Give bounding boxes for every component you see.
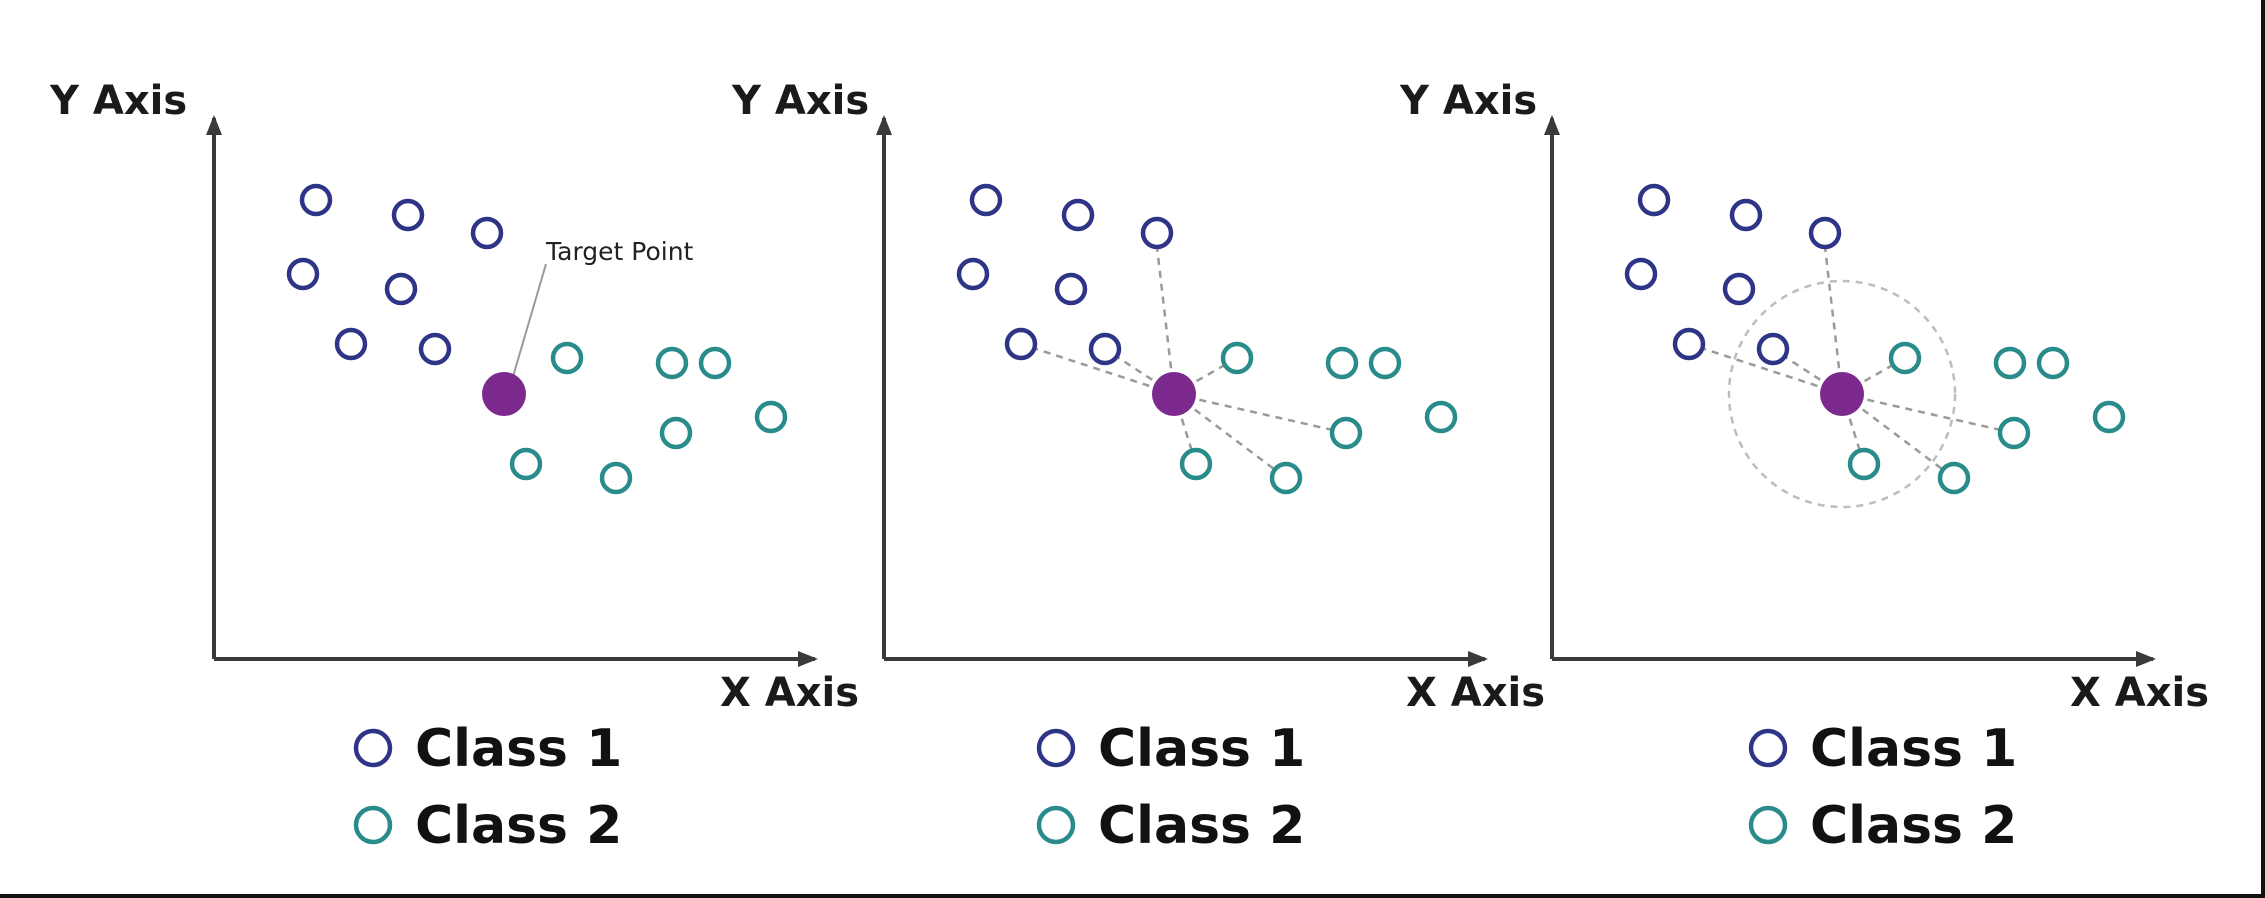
- class2-point: [509, 447, 543, 481]
- class1-legend-icon: [353, 728, 393, 768]
- class2-points: [1847, 341, 2126, 495]
- class1-points: [1624, 183, 1842, 366]
- target-point: [1820, 372, 1864, 416]
- legend: Class 1 Class 2: [1036, 719, 1305, 856]
- class2-point: [655, 346, 689, 380]
- class1-legend-icon: [1036, 728, 1076, 768]
- class2-point: [1424, 400, 1458, 434]
- class2-legend-label: Class 2: [1098, 796, 1305, 856]
- class1-points: [286, 183, 504, 366]
- class2-point: [698, 346, 732, 380]
- target-point: [1152, 372, 1196, 416]
- class1-point: [956, 257, 990, 291]
- class2-legend-icon: [1036, 805, 1076, 845]
- class2-point: [659, 416, 693, 450]
- class2-point: [599, 461, 633, 495]
- panel-2: Y Axis X Axis: [731, 78, 1545, 856]
- class1-point: [470, 216, 504, 250]
- class1-point: [391, 198, 425, 232]
- class1-legend-icon: [1748, 728, 1788, 768]
- class2-point: [1329, 416, 1363, 450]
- class1-point: [334, 327, 368, 361]
- class1-point: [1088, 332, 1122, 366]
- class2-legend-icon: [353, 805, 393, 845]
- class2-point: [1847, 447, 1881, 481]
- y-axis-label: Y Axis: [731, 78, 869, 124]
- class1-point: [1808, 216, 1842, 250]
- class1-point: [1054, 272, 1088, 306]
- annotation-leader-line: [511, 263, 547, 381]
- class2-point: [1179, 447, 1213, 481]
- x-axis-label: X Axis: [1406, 670, 1545, 716]
- y-axis-label: Y Axis: [1399, 78, 1537, 124]
- class2-point: [1993, 346, 2027, 380]
- class1-point: [1722, 272, 1756, 306]
- class2-point: [754, 400, 788, 434]
- panel-3: Y Axis X Axis: [1399, 78, 2209, 856]
- class1-legend-label: Class 1: [415, 719, 622, 779]
- class1-point: [299, 183, 333, 217]
- class2-point: [1937, 461, 1971, 495]
- class2-point: [2092, 400, 2126, 434]
- class2-point: [1368, 346, 1402, 380]
- class1-point: [418, 332, 452, 366]
- class1-point: [1004, 327, 1038, 361]
- class1-point: [969, 183, 1003, 217]
- panel-1: Y Axis X Axis Target Poin: [49, 78, 859, 856]
- class2-legend-icon: [1748, 805, 1788, 845]
- class1-point: [1637, 183, 1671, 217]
- target-point: [482, 372, 526, 416]
- legend: Class 1 Class 2: [353, 719, 622, 856]
- legend: Class 1 Class 2: [1748, 719, 2017, 856]
- target-point-annotation: Target Point: [545, 237, 694, 266]
- class2-point: [550, 341, 584, 375]
- class2-point: [1269, 461, 1303, 495]
- class2-point: [1997, 416, 2031, 450]
- class1-point: [1729, 198, 1763, 232]
- class1-point: [384, 272, 418, 306]
- class2-point: [1325, 346, 1359, 380]
- class1-point: [1624, 257, 1658, 291]
- class2-point: [1888, 341, 1922, 375]
- x-axis-label: X Axis: [2070, 670, 2209, 716]
- y-axis-label: Y Axis: [49, 78, 187, 124]
- class1-points: [956, 183, 1174, 366]
- class1-point: [1140, 216, 1174, 250]
- class2-points: [509, 341, 788, 495]
- class1-point: [1756, 332, 1790, 366]
- x-axis-label: X Axis: [720, 670, 859, 716]
- class2-point: [2036, 346, 2070, 380]
- class2-points: [1179, 341, 1458, 495]
- class1-legend-label: Class 1: [1098, 719, 1305, 779]
- class2-point: [1220, 341, 1254, 375]
- class2-legend-label: Class 2: [1810, 796, 2017, 856]
- class1-point: [1061, 198, 1095, 232]
- class1-legend-label: Class 1: [1810, 719, 2017, 779]
- class1-point: [286, 257, 320, 291]
- class2-legend-label: Class 2: [415, 796, 622, 856]
- neighborhood-radius-circle: [1727, 279, 1957, 509]
- class1-point: [1672, 327, 1706, 361]
